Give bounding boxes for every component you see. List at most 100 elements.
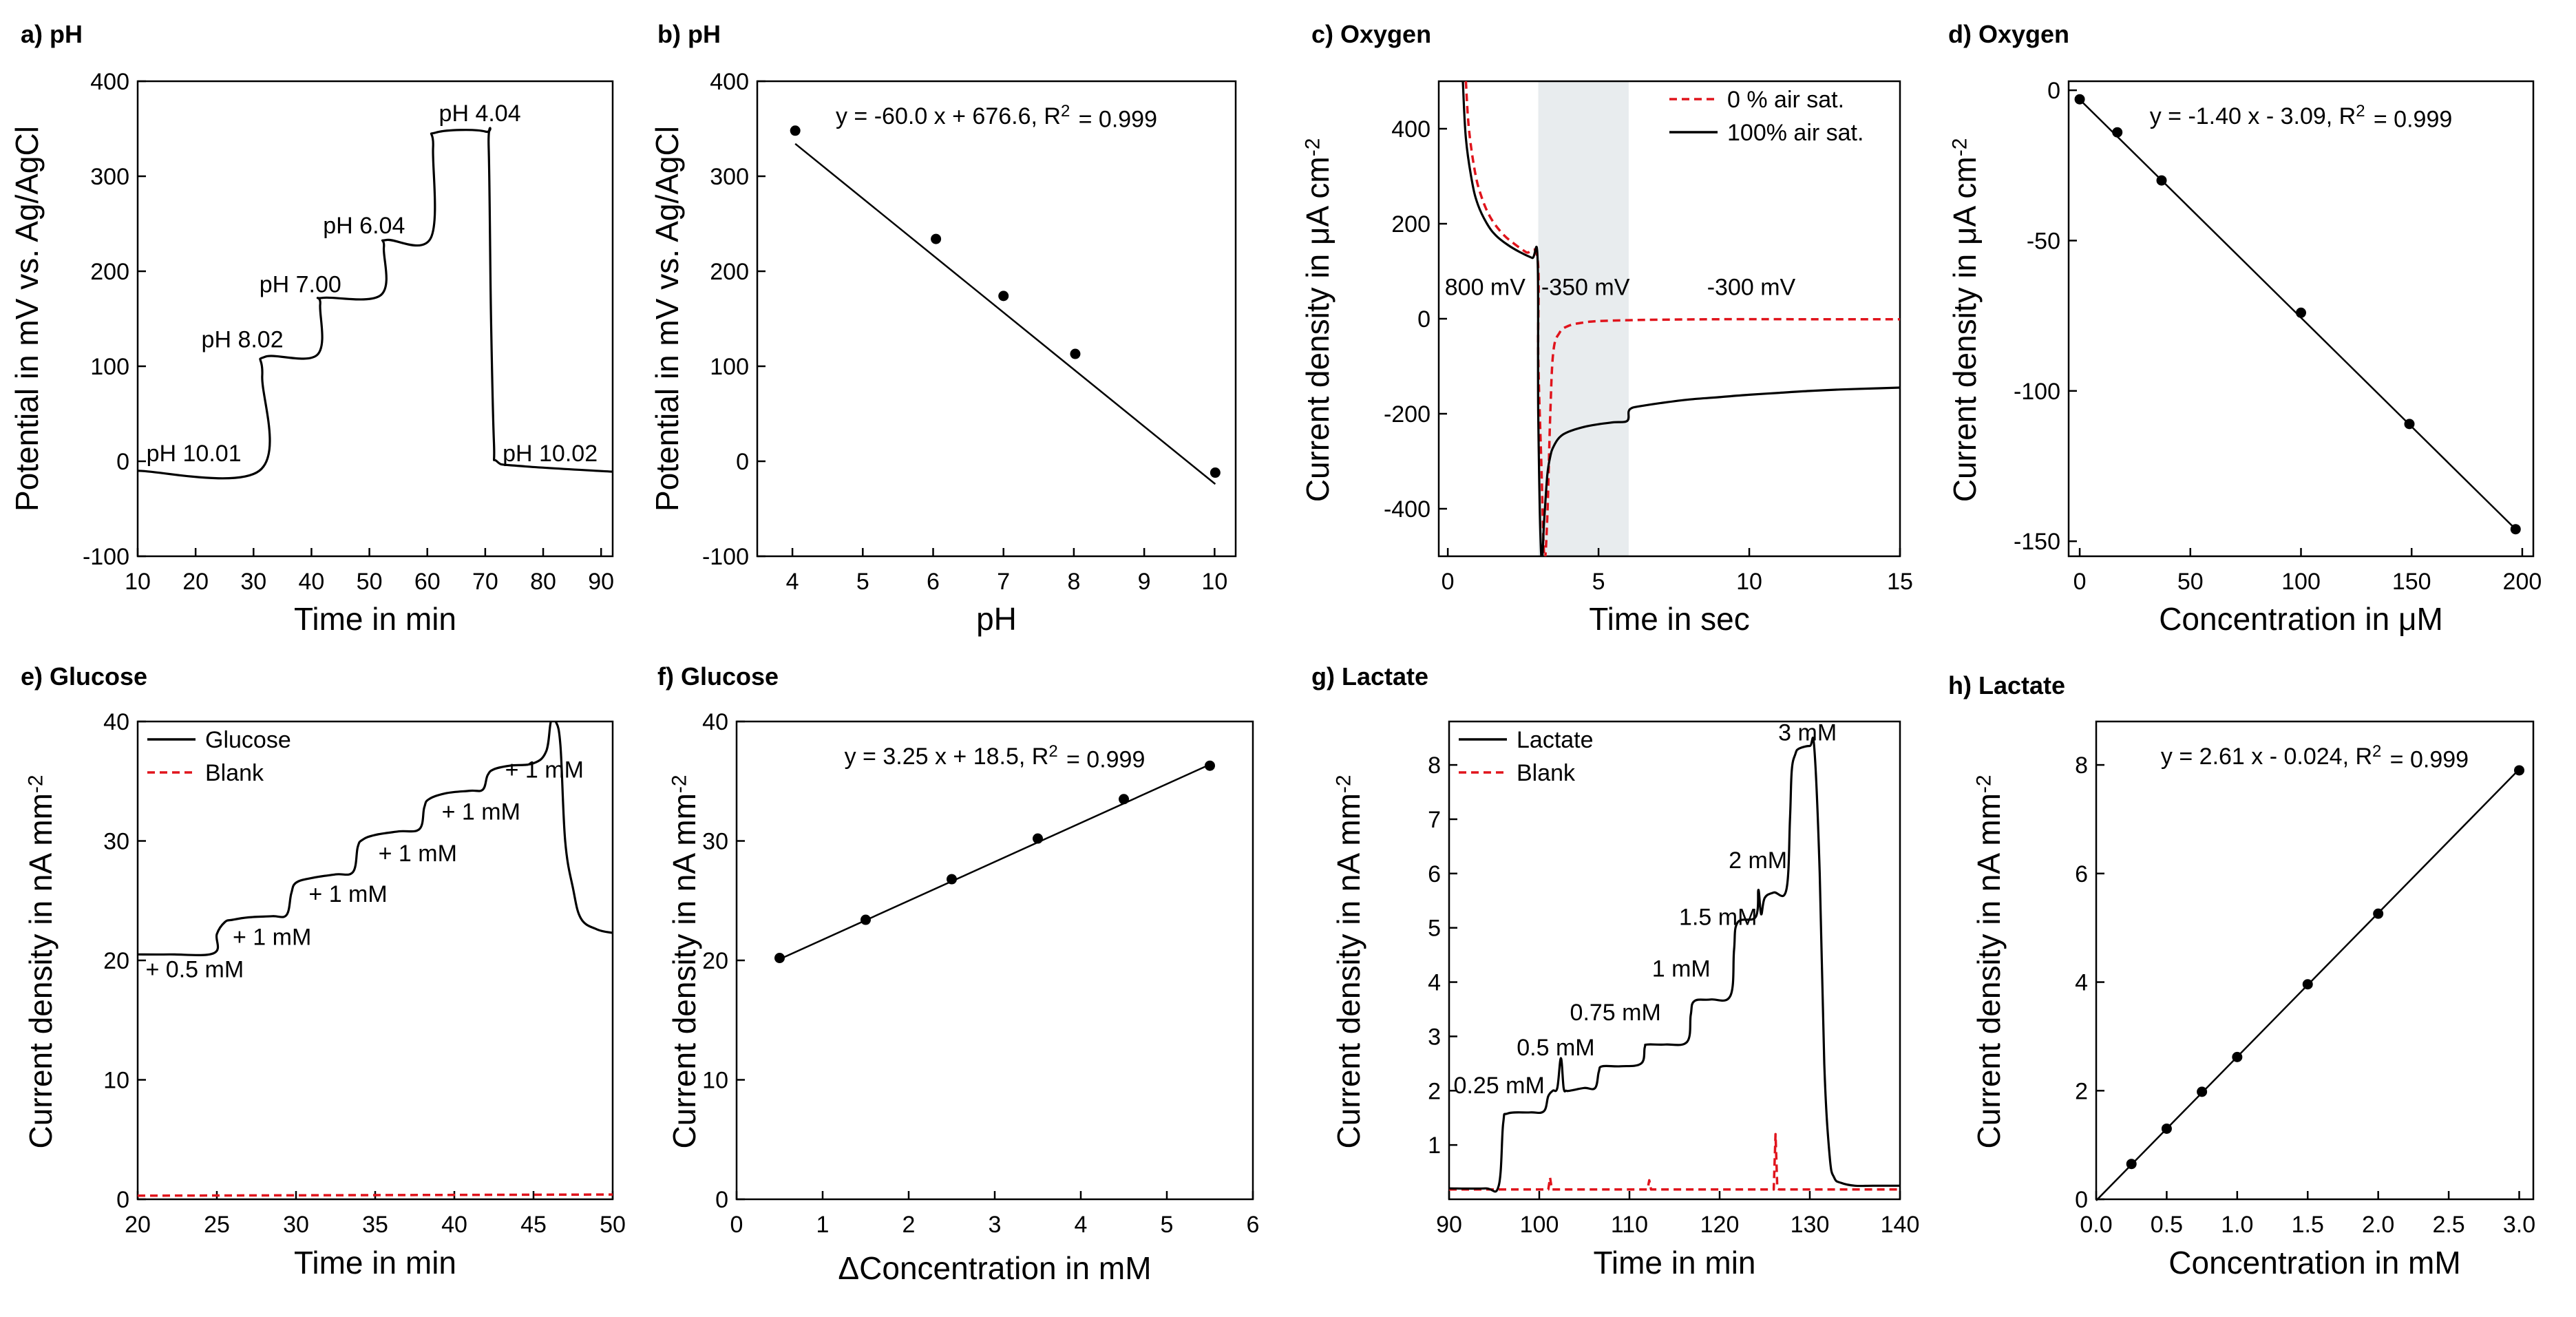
- fit-equation: y = -60.0 x + 676.6, R2 = 0.999: [836, 102, 1157, 132]
- y-tick-label: 4: [1428, 970, 1441, 996]
- y-tick-label: 20: [702, 948, 728, 974]
- panel-label: c) Oxygen: [1311, 20, 1431, 48]
- x-axis-label: Concentration in mM: [2168, 1245, 2460, 1281]
- x-tick-label: 5: [1592, 569, 1605, 595]
- annotation-label: + 1 mM: [308, 881, 387, 907]
- series-line-potential: [138, 127, 613, 480]
- panel-a: a) pH 10 20 30 40 50 60 70 80 90 -100 0 100 200 300 400…: [9, 20, 614, 637]
- y-tick-label: 400: [1391, 116, 1430, 143]
- annotation-label: 0.5 mM: [1517, 1035, 1594, 1061]
- annotation-label: 0.25 mM: [1454, 1073, 1545, 1099]
- y-tick-label: 200: [90, 259, 129, 285]
- y-tick-label: 10: [103, 1068, 129, 1094]
- y-tick-label: 100: [90, 354, 129, 380]
- y-tick-label: 30: [103, 829, 129, 855]
- annotation-label: 3 mM: [1778, 720, 1837, 746]
- fit-equation: y = -1.40 x - 3.09, R2 = 0.999: [2150, 102, 2453, 132]
- data-point: [2296, 307, 2306, 318]
- annotation-label: + 0.5 mM: [146, 956, 244, 982]
- plot-frame: [136, 80, 614, 558]
- y-tick-label: -50: [2027, 228, 2060, 254]
- x-tick-label: 7: [997, 569, 1010, 595]
- annotation-label: 0.75 mM: [1570, 1000, 1661, 1026]
- y-tick-label: -200: [1384, 401, 1430, 428]
- x-tick-label: 25: [204, 1212, 230, 1238]
- fit-equation: y = 2.61 x - 0.024, R2 = 0.999: [2161, 742, 2469, 772]
- fit-line: [794, 143, 1216, 485]
- x-tick-label: 120: [1700, 1212, 1740, 1238]
- x-tick-label: 4: [786, 569, 799, 595]
- x-axis-label: ΔConcentration in mM: [838, 1250, 1151, 1286]
- y-tick-label: 4: [2075, 970, 2088, 996]
- fit-line: [779, 763, 1211, 960]
- y-tick-label: -100: [83, 544, 129, 570]
- y-tick-label: 300: [710, 164, 749, 190]
- legend-label: 0 % air sat.: [1727, 87, 1844, 113]
- y-tick-label: 0: [116, 449, 129, 475]
- panel-label: h) Lactate: [1948, 671, 2065, 699]
- x-tick-label: 1.5: [2292, 1212, 2324, 1238]
- y-tick-label: 0: [1417, 306, 1430, 333]
- x-tick-label: 130: [1791, 1212, 1830, 1238]
- x-tick-label: 40: [299, 569, 325, 595]
- x-axis-label: Concentration in μM: [2159, 601, 2443, 637]
- x-tick-label: 80: [530, 569, 556, 595]
- y-tick-label: 40: [702, 709, 728, 735]
- x-tick-label: 50: [600, 1212, 626, 1238]
- data-point: [2074, 94, 2085, 105]
- x-tick-label: 30: [240, 569, 266, 595]
- y-tick-label: 400: [710, 69, 749, 95]
- x-tick-label: 3.0: [2503, 1212, 2535, 1238]
- y-tick-label: 200: [1391, 211, 1430, 238]
- annotation-label: + 1 mM: [379, 841, 457, 867]
- data-point: [2126, 1159, 2137, 1170]
- y-tick-label: -100: [2014, 379, 2060, 405]
- x-tick-label: 5: [856, 569, 869, 595]
- x-axis-label: Time in min: [294, 601, 456, 637]
- y-axis-label: Current density in nA mm-2: [23, 772, 63, 1149]
- x-tick-label: 2: [902, 1212, 916, 1238]
- series-line-glucose: [138, 721, 613, 956]
- series-line-blank: [1449, 1132, 1900, 1191]
- plot-frame: [735, 720, 1254, 1201]
- x-tick-label: 50: [2177, 569, 2204, 595]
- x-tick-label: 4: [1075, 1212, 1088, 1238]
- x-tick-label: 8: [1067, 569, 1080, 595]
- panel-label: f) Glucose: [657, 662, 779, 691]
- y-tick-label: 400: [90, 69, 129, 95]
- data-point: [2302, 979, 2313, 990]
- y-tick-label: -150: [2014, 529, 2060, 555]
- x-tick-label: 6: [927, 569, 940, 595]
- legend-label: Glucose: [205, 727, 291, 753]
- annotation-label: pH 8.02: [202, 326, 284, 352]
- x-tick-label: 0.0: [2080, 1212, 2112, 1238]
- y-axis-label: Current density in μA cm-2: [1947, 136, 1987, 503]
- x-tick-label: 50: [357, 569, 383, 595]
- data-point: [2510, 524, 2521, 535]
- x-tick-label: 40: [441, 1212, 467, 1238]
- data-point: [1033, 833, 1043, 844]
- y-tick-label: 2: [1428, 1078, 1441, 1104]
- y-tick-label: 10: [702, 1068, 728, 1094]
- x-tick-label: 10: [1201, 569, 1227, 595]
- plot-frame: [2095, 720, 2535, 1201]
- data-point: [1070, 348, 1081, 359]
- x-tick-label: 10: [125, 569, 151, 595]
- plot-frame: [756, 80, 1237, 558]
- series-line-lactate: [1449, 736, 1900, 1193]
- data-point: [2161, 1123, 2172, 1134]
- legend-label: 100% air sat.: [1727, 120, 1864, 146]
- panel-b: b) pH 4 5 6 7 8 9 10 -100 0 100 200 300 400 pH Potentia…: [649, 20, 1237, 637]
- panel-label: a) pH: [21, 20, 83, 48]
- x-tick-label: 35: [362, 1212, 388, 1238]
- y-tick-label: 6: [2075, 861, 2088, 887]
- data-point: [2404, 419, 2415, 430]
- x-tick-label: 0: [1442, 569, 1455, 595]
- y-tick-label: 0: [2075, 1187, 2088, 1213]
- y-tick-label: 7: [1428, 807, 1441, 833]
- data-point: [1205, 760, 1215, 771]
- annotation-label: pH 10.02: [503, 441, 598, 467]
- x-tick-label: 90: [588, 569, 614, 595]
- x-tick-label: 10: [1736, 569, 1762, 595]
- x-tick-label: 100: [1520, 1212, 1559, 1238]
